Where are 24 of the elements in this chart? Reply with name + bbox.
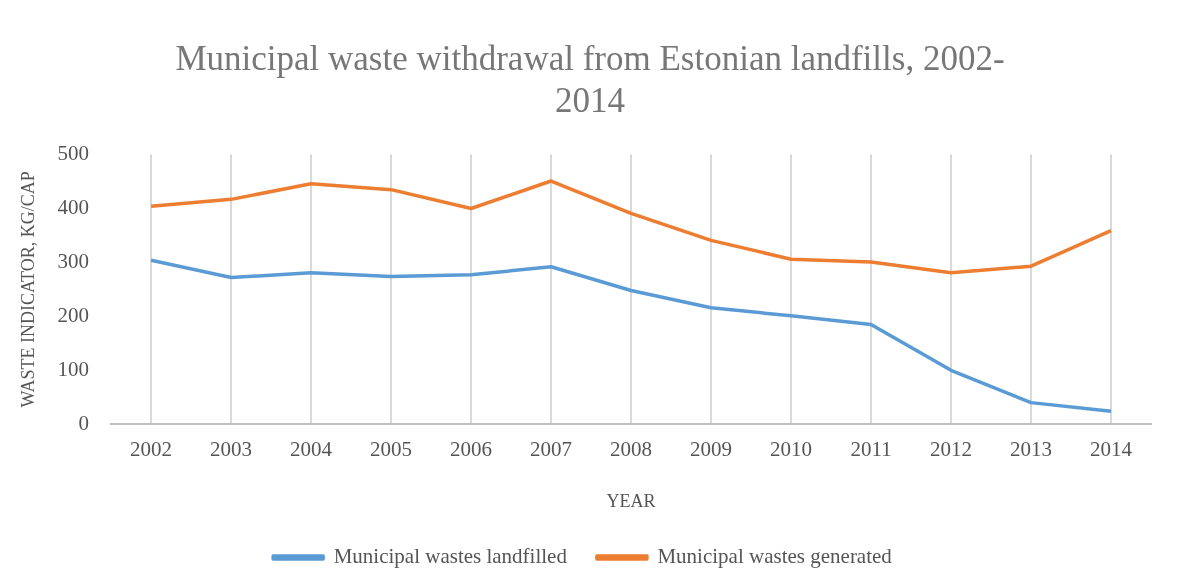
x-axis-title: YEAR <box>606 490 656 511</box>
x-tick-label: 2006 <box>450 437 493 462</box>
x-tick-label: 2014 <box>1090 437 1133 462</box>
legend-label: Municipal wastes landfilled <box>333 544 568 569</box>
x-tick-label: 2013 <box>1010 437 1053 462</box>
x-tick-label: 2003 <box>210 437 253 462</box>
y-tick-label: 400 <box>57 195 90 220</box>
y-tick-label: 0 <box>78 410 90 435</box>
x-tick-label: 2009 <box>690 437 733 462</box>
x-tick-label: 2004 <box>290 437 333 462</box>
x-tick-label: 2005 <box>370 437 413 462</box>
chart-title: Municipal waste withdrawal from Estonian landfills, 2002-2014 <box>174 38 1006 122</box>
y-tick-label: 100 <box>57 356 90 381</box>
y-tick-label: 500 <box>57 141 90 166</box>
x-tick-label: 2011 <box>850 437 892 462</box>
x-tick-label: 2010 <box>770 437 813 462</box>
y-tick-label: 200 <box>57 302 90 327</box>
y-axis-title: WASTE INDICATOR, KG/CAP <box>17 171 38 408</box>
x-tick-label: 2008 <box>610 437 653 462</box>
x-tick-label: 2007 <box>530 437 573 462</box>
x-tick-label: 2002 <box>130 437 173 462</box>
legend-label: Municipal wastes generated <box>657 544 893 569</box>
y-tick-label: 300 <box>57 248 90 273</box>
x-tick-label: 2012 <box>930 437 973 462</box>
